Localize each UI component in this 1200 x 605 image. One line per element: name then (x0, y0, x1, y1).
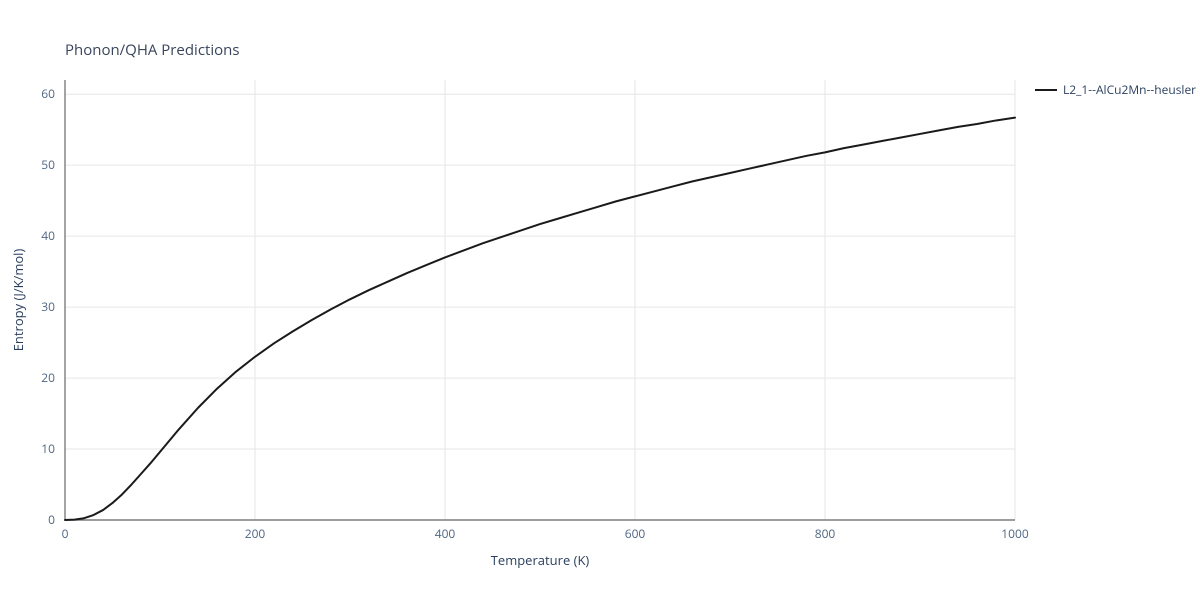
series-line (65, 118, 1015, 520)
y-axis-label: Entropy (J/K/mol) (9, 249, 27, 352)
x-tick-label: 800 (815, 525, 836, 542)
chart-container: Phonon/QHA Predictions 02004006008001000… (0, 0, 1200, 600)
x-tick-label: 0 (62, 525, 69, 542)
x-tick-label: 1000 (1001, 525, 1029, 542)
y-tick-label: 60 (41, 85, 55, 102)
legend-label[interactable]: L2_1--AlCu2Mn--heusler (1063, 81, 1196, 98)
x-axis-label: Temperature (K) (491, 551, 590, 569)
x-tick-label: 400 (435, 525, 456, 542)
y-tick-label: 40 (41, 227, 55, 244)
y-tick-label: 10 (41, 440, 55, 457)
y-tick-label: 0 (48, 511, 55, 528)
chart-title: Phonon/QHA Predictions (65, 40, 240, 60)
y-tick-label: 20 (41, 369, 55, 386)
x-tick-label: 200 (245, 525, 266, 542)
x-tick-label: 600 (625, 525, 646, 542)
chart-svg: 0 200 400 600 800 1000 0 10 20 30 40 50 60 Temperatur… (0, 0, 1200, 600)
y-tick-label: 30 (41, 298, 55, 315)
y-tick-label: 50 (41, 156, 55, 173)
